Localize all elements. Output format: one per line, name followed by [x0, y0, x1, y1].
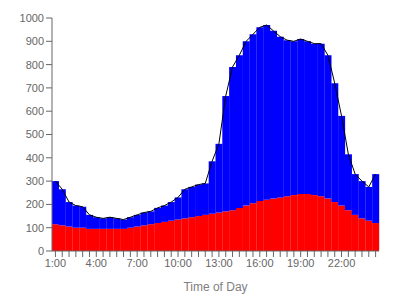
svg-text:600: 600 [26, 105, 44, 117]
svg-text:Time of Day: Time of Day [183, 280, 247, 294]
svg-text:4:00: 4:00 [86, 257, 107, 269]
svg-text:300: 300 [26, 175, 44, 187]
svg-text:200: 200 [26, 198, 44, 210]
svg-text:22:00: 22:00 [328, 257, 356, 269]
svg-text:800: 800 [26, 59, 44, 71]
svg-text:1000: 1000 [20, 12, 44, 24]
svg-text:16:00: 16:00 [246, 257, 274, 269]
svg-text:900: 900 [26, 35, 44, 47]
svg-text:500: 500 [26, 128, 44, 140]
svg-text:10:00: 10:00 [164, 257, 192, 269]
svg-text:7:00: 7:00 [126, 257, 147, 269]
svg-text:19:00: 19:00 [287, 257, 315, 269]
svg-text:13:00: 13:00 [205, 257, 233, 269]
svg-text:0: 0 [38, 245, 44, 257]
svg-text:700: 700 [26, 82, 44, 94]
svg-text:100: 100 [26, 222, 44, 234]
svg-text:400: 400 [26, 152, 44, 164]
svg-text:1:00: 1:00 [45, 257, 66, 269]
